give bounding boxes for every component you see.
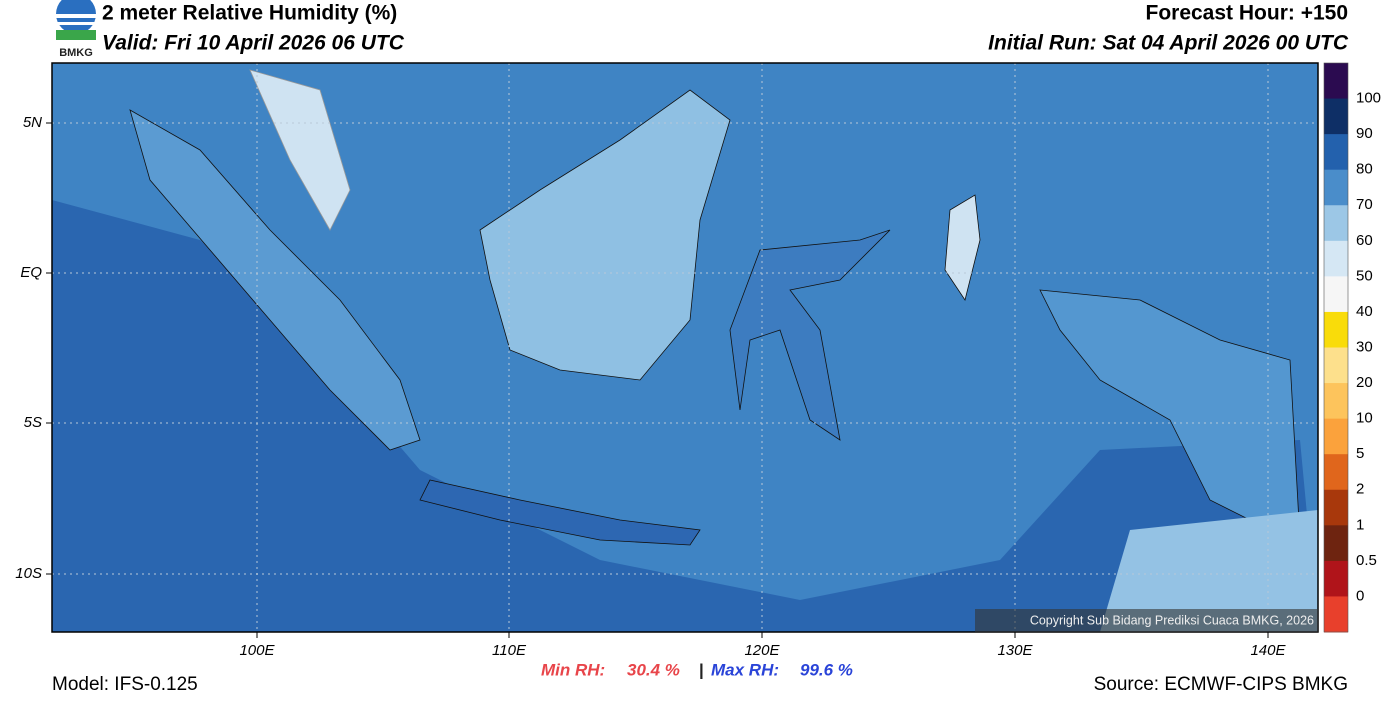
lon-label: 130E [997, 642, 1033, 659]
colorbar-segment [1324, 134, 1348, 171]
logo-text: BMKG [59, 47, 93, 59]
colorbar-label: 90 [1356, 125, 1373, 142]
forecast-hour: Forecast Hour: +150 [1146, 2, 1349, 25]
max-rh: 99.6 % [800, 660, 853, 679]
min-rh: 30.4 % [627, 660, 680, 679]
colorbar-segment [1324, 347, 1348, 384]
source: Source: ECMWF-CIPS BMKG [1094, 674, 1348, 695]
copyright: Copyright Sub Bidang Prediksi Cuaca BMKG… [1030, 613, 1314, 627]
logo-band [56, 22, 98, 25]
colorbar-segment [1324, 276, 1348, 313]
malay-peninsula [249, 69, 351, 231]
colorbar-label: 0 [1356, 587, 1364, 604]
colorbar-label: 5 [1356, 445, 1364, 462]
sumatra [129, 109, 421, 451]
copyright-bg [975, 609, 1318, 632]
colorbar-label: 40 [1356, 303, 1373, 320]
colorbar-label: 70 [1356, 196, 1373, 213]
colorbar-segment [1324, 489, 1348, 526]
colorbar-segment [1324, 98, 1348, 135]
logo: BMKG [52, 0, 100, 61]
halmahera [944, 194, 981, 301]
colorbar-label: 50 [1356, 267, 1373, 284]
min-rh-label: Min RH: [541, 660, 605, 679]
colorbar-label: 80 [1356, 161, 1373, 178]
lat-label: 10S [15, 565, 42, 582]
lon-label: 100E [239, 642, 275, 659]
lat-label: 5N [23, 114, 42, 131]
colorbar-label: 2 [1356, 481, 1364, 498]
map-frame [51, 62, 1319, 633]
sulawesi [729, 229, 891, 441]
colorbar-segment [1324, 311, 1348, 348]
separator: | [699, 660, 704, 679]
ocean-humid [52, 200, 1318, 632]
colorbar-label: 20 [1356, 374, 1373, 391]
colorbar-segment [1324, 525, 1348, 562]
lon-label: 110E [492, 642, 527, 659]
java [419, 479, 701, 546]
north-australia [1100, 510, 1318, 632]
logo-bg [52, 41, 100, 61]
valid-time: Valid: Fri 10 April 2026 06 UTC [102, 32, 405, 55]
colorbar-segment [1324, 596, 1348, 633]
logo-leaf [56, 30, 96, 40]
colorbar-segment [1324, 205, 1348, 242]
model: Model: IFS-0.125 [52, 674, 198, 695]
colorbar-segment [1324, 240, 1348, 277]
colorbar-label: 10 [1356, 410, 1373, 427]
borneo [479, 89, 731, 381]
colorbar-label: 60 [1356, 232, 1373, 249]
colorbar-segment [1324, 454, 1348, 491]
colorbar-label: 0.5 [1356, 552, 1377, 569]
lat-label: EQ [20, 264, 42, 281]
colorbar-segment [1324, 560, 1348, 597]
colorbar-label: 1 [1356, 516, 1364, 533]
colorbar-frame [1323, 62, 1349, 633]
title: 2 meter Relative Humidity (%) [102, 2, 397, 25]
colorbar-segment [1324, 418, 1348, 455]
colorbar-label: 30 [1356, 338, 1373, 355]
lon-label: 140E [1250, 642, 1286, 659]
colorbar-segment [1324, 383, 1348, 420]
logo-band [54, 14, 100, 18]
colorbar-label: 100 [1356, 90, 1381, 107]
colorbar-segment [1324, 63, 1348, 100]
map: Copyright Sub Bidang Prediksi Cuaca BMKG… [46, 62, 1319, 638]
colorbar-segment [1324, 169, 1348, 206]
lat-label: 5S [24, 414, 42, 431]
initial-run: Initial Run: Sat 04 April 2026 00 UTC [988, 32, 1349, 55]
max-rh-label: Max RH: [711, 660, 779, 679]
lon-label: 120E [744, 642, 780, 659]
